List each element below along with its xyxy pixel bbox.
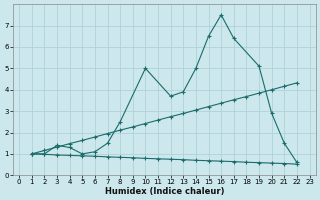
X-axis label: Humidex (Indice chaleur): Humidex (Indice chaleur) <box>105 187 224 196</box>
